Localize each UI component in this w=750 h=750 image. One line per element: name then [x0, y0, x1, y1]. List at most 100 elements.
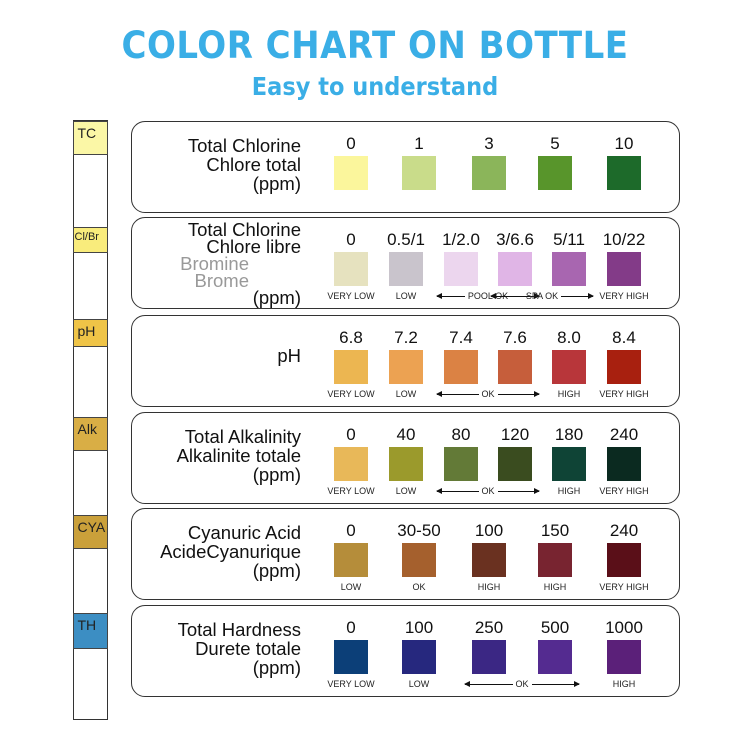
range-note-text: SPA OK [525, 291, 559, 301]
label-line: Alkalinite totale [176, 445, 301, 466]
swatch-note: VERY HIGH [599, 486, 649, 496]
swatch-note: HIGH [543, 582, 567, 592]
color-swatch [444, 447, 478, 481]
swatch-note: LOW [395, 389, 417, 399]
parameter-label: Total Chlorine Chlore total (ppm) [188, 136, 301, 193]
color-swatch [334, 156, 368, 190]
reading-card: Cyanuric Acid AcideCyanurique (ppm) 0 LOW 30-… [131, 508, 680, 600]
swatch-value: 30-50 [397, 521, 441, 540]
parameter-label: Cyanuric Acid AcideCyanurique (ppm) [160, 523, 301, 580]
label-line: Durete totale [195, 638, 301, 659]
color-swatch [402, 543, 436, 577]
label-line: (ppm) [252, 560, 301, 581]
range-note: OK [436, 486, 540, 496]
label-line: pH [277, 345, 301, 366]
reading-card: pH 6.8 VERY LOW 7.2 LOW 7.4 7.6 8.0 HIGH 8.4 VERY … [131, 315, 680, 407]
color-swatch [444, 350, 478, 384]
test-strip: TC Cl/Br pH Alk CYA TH [72, 120, 108, 720]
color-swatch [389, 252, 423, 286]
swatch-value: 500 [540, 618, 570, 637]
color-swatch [607, 640, 641, 674]
swatch-value: 7.2 [394, 328, 418, 347]
swatch-value: 8.4 [612, 328, 636, 347]
color-swatch [334, 350, 368, 384]
swatch-value: 1 [414, 134, 424, 153]
page-title: COLOR CHART ON BOTTLE [121, 24, 629, 67]
color-swatch [402, 640, 436, 674]
swatch-note: VERY LOW [327, 486, 375, 496]
left-arrow-icon [436, 487, 479, 494]
range-note: POOL OK [436, 291, 540, 301]
swatch-note: HIGH [612, 679, 636, 689]
right-arrow-icon [497, 390, 540, 397]
page-subtitle: Easy to understand [251, 72, 499, 101]
swatch-value: 180 [554, 425, 584, 444]
color-swatch [538, 640, 572, 674]
strip-pad-cya: CYA [72, 515, 108, 549]
color-swatch [552, 252, 586, 286]
swatch-note: VERY LOW [327, 291, 375, 301]
color-swatch [607, 350, 641, 384]
color-swatch [334, 252, 368, 286]
color-swatch [402, 156, 436, 190]
color-swatch [334, 543, 368, 577]
swatch-value: 5/11 [553, 230, 585, 249]
swatch-note: VERY HIGH [599, 582, 649, 592]
color-swatch [538, 156, 572, 190]
label-line: Chlore total [206, 154, 301, 175]
label-line: (ppm) [252, 287, 301, 308]
label-line: Cyanuric Acid [187, 522, 301, 543]
left-arrow-icon [436, 390, 479, 397]
parameter-label: Total Chlorine Chlore libre Bromine Brome (p… [180, 220, 301, 308]
swatch-value: 120 [500, 425, 530, 444]
range-note: OK [436, 389, 540, 399]
strip-pad-ph: pH [72, 319, 108, 347]
right-arrow-icon [531, 680, 580, 687]
swatch-note: HIGH [477, 582, 501, 592]
label-line: Chlore libre [206, 236, 301, 257]
left-arrow-icon [490, 292, 523, 299]
color-swatch [552, 350, 586, 384]
color-swatch [334, 447, 368, 481]
swatch-value: 0 [346, 618, 356, 637]
label-line: (ppm) [252, 464, 301, 485]
label-line: AcideCyanurique [160, 541, 301, 562]
color-swatch [334, 640, 368, 674]
label-line: (ppm) [252, 657, 301, 678]
swatch-value: 3/6.6 [496, 230, 534, 249]
left-arrow-icon [464, 680, 513, 687]
label-line: Total Alkalinity [184, 426, 301, 447]
strip-pad-cl-br: Cl/Br [72, 227, 108, 253]
swatch-value: 0 [346, 521, 356, 540]
label-line: Bromine [180, 253, 249, 274]
swatch-note: LOW [395, 291, 417, 301]
right-arrow-icon [511, 292, 540, 299]
swatch-value: 100 [474, 521, 504, 540]
swatch-note: HIGH [557, 486, 581, 496]
swatch-note: VERY LOW [327, 389, 375, 399]
color-swatch [472, 543, 506, 577]
right-arrow-icon [561, 292, 594, 299]
swatch-value: 0 [346, 230, 356, 249]
color-swatch [389, 447, 423, 481]
range-note-text: OK [481, 486, 495, 496]
color-swatch [472, 640, 506, 674]
swatch-value: 7.6 [503, 328, 527, 347]
swatch-value: 6.8 [339, 328, 363, 347]
swatch-value: 100 [404, 618, 434, 637]
parameter-label: Total Hardness Durete totale (ppm) [178, 620, 301, 677]
swatch-value: 1/2.0 [442, 230, 480, 249]
swatch-note: VERY HIGH [599, 389, 649, 399]
swatch-value: 10 [614, 134, 634, 153]
strip-pad-alk: Alk [72, 417, 108, 451]
swatch-value: 10/22 [602, 230, 646, 249]
swatch-value: 5 [550, 134, 560, 153]
strip-pad-tc: TC [72, 121, 108, 155]
swatch-value: 240 [609, 521, 639, 540]
color-swatch [607, 543, 641, 577]
label-line: Total Hardness [177, 619, 301, 640]
swatch-note: OK [412, 582, 426, 592]
right-arrow-icon [497, 487, 540, 494]
color-swatch [498, 447, 532, 481]
color-swatch [607, 252, 641, 286]
